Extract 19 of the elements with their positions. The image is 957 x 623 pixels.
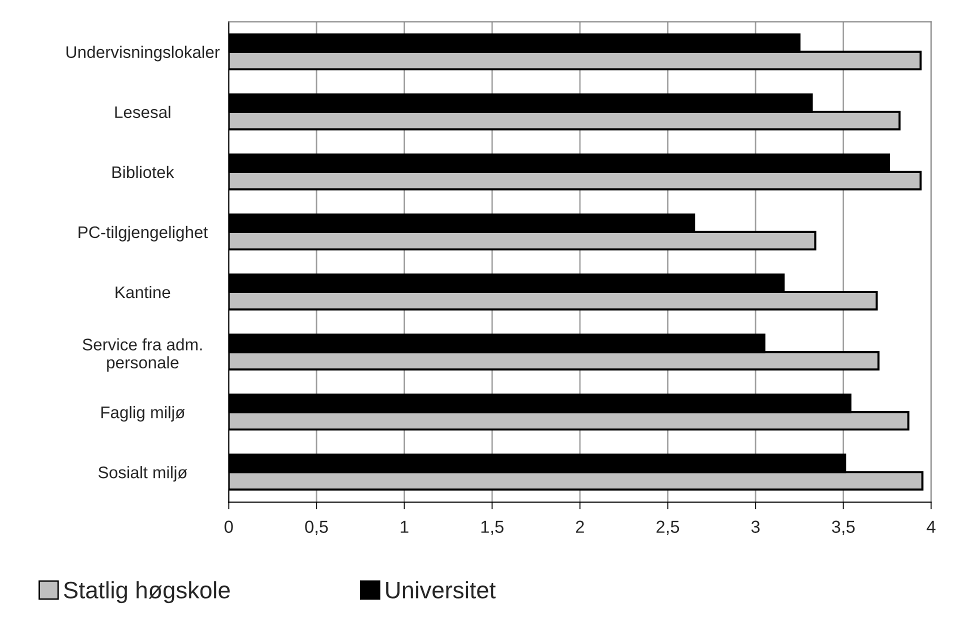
y-tick-label: Sosialt miljø — [98, 466, 188, 482]
y-tick-label: Lesesal — [115, 106, 170, 118]
legend-label: Statlig høgskole — [64, 581, 230, 604]
x-tick-label: 0 — [224, 520, 233, 533]
x-tick-label: 2,5 — [656, 520, 680, 535]
y-tick-label: Kantine — [116, 286, 170, 298]
y-tick-label: Undervisningslokaler — [66, 46, 220, 62]
y-tick-label: PC-tilgjengelighet — [78, 226, 208, 242]
y-tick-label: Faglig miljø — [101, 406, 185, 422]
x-tick-label: 1 — [400, 520, 408, 533]
x-tick-label: 0,5 — [305, 520, 328, 535]
x-tick-label: 4 — [926, 520, 936, 533]
legend-label: Universitet — [386, 581, 496, 598]
x-tick-label: 3,5 — [832, 520, 855, 535]
x-tick-label: 2 — [576, 520, 584, 533]
y-tick-label: Service fra adm. personale — [82, 338, 202, 372]
y-tick-label: Bibliotek — [112, 166, 174, 178]
x-tick-label: 3 — [751, 520, 760, 533]
x-tick-label: 1,5 — [481, 520, 504, 535]
